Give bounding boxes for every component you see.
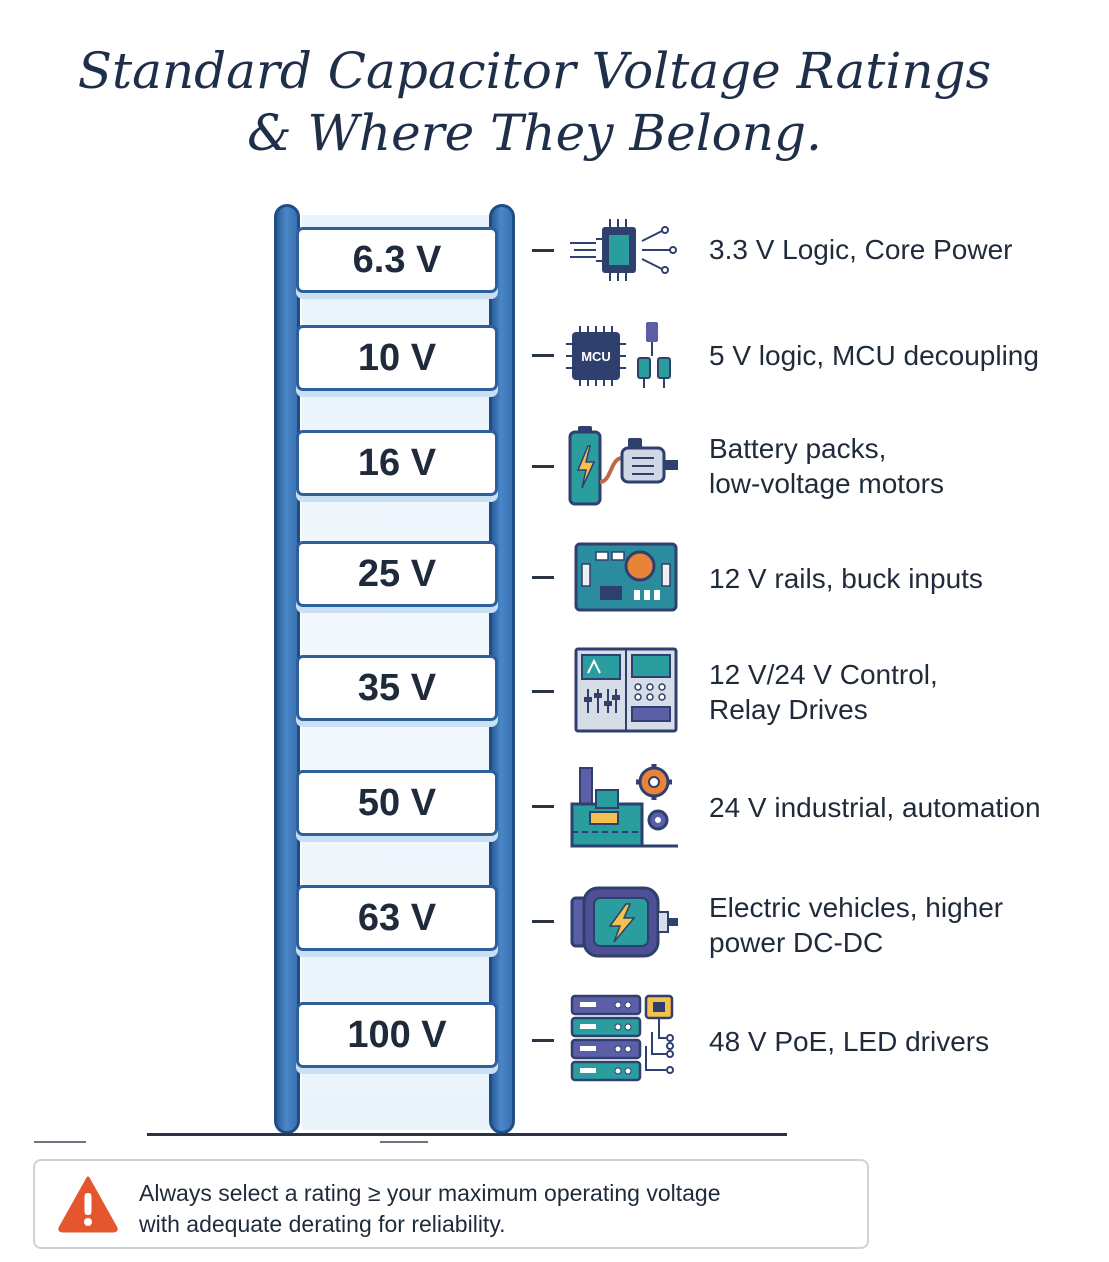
application-desc-6-3v: 3.3 V Logic, Core Power xyxy=(709,234,1013,265)
ground-dash xyxy=(380,1141,428,1143)
rung-10v: 10 V xyxy=(296,325,498,391)
microchip-icon xyxy=(570,219,677,281)
application-desc-100v: 48 V PoE, LED drivers xyxy=(709,1026,990,1057)
rung-6-3v: 6.3 V xyxy=(296,227,498,293)
svg-text:MCU: MCU xyxy=(581,349,611,364)
circuit-board-icon xyxy=(574,542,678,612)
diagram-title: Standard Capacitor Voltage Ratings & Whe… xyxy=(0,40,1069,164)
factory-gears-icon xyxy=(570,764,678,848)
application-desc-35v: 12 V/24 V Control, Relay Drives xyxy=(709,659,938,725)
application-desc-10v: 5 V logic, MCU decoupling xyxy=(709,340,1039,371)
rung-63v: 63 V xyxy=(296,885,498,951)
derating-notice: Always select a rating ≥ your maximum op… xyxy=(33,1159,869,1249)
ground-dash xyxy=(34,1141,86,1143)
mcu-board-icon: MCU xyxy=(566,322,671,388)
ev-motor-icon xyxy=(570,886,678,958)
battery-motor-icon xyxy=(568,426,678,506)
application-desc-63v: Electric vehicles, higher power DC-DC xyxy=(709,892,1004,958)
application-desc-25v: 12 V rails, buck inputs xyxy=(709,563,983,594)
rung-50v: 50 V xyxy=(296,770,498,836)
rung-35v: 35 V xyxy=(296,655,498,721)
title-line-2: & Where They Belong. xyxy=(247,104,822,162)
connector-tick xyxy=(532,576,554,579)
rung-16v: 16 V xyxy=(296,430,498,496)
connector-tick xyxy=(532,1039,554,1042)
application-desc-50v: 24 V industrial, automation xyxy=(709,792,1041,823)
application-desc-16v: Battery packs, low-voltage motors xyxy=(709,433,944,499)
connector-tick xyxy=(532,805,554,808)
connector-tick xyxy=(532,465,554,468)
connector-tick xyxy=(532,690,554,693)
rung-25v: 25 V xyxy=(296,541,498,607)
notice-text: Always select a rating ≥ your maximum op… xyxy=(139,1178,839,1240)
connector-tick xyxy=(532,920,554,923)
rung-100v: 100 V xyxy=(296,1002,498,1068)
server-rack-icon xyxy=(570,994,674,1082)
notice-line-1: Always select a rating ≥ your maximum op… xyxy=(139,1180,721,1206)
connector-tick xyxy=(532,249,554,252)
warning-icon xyxy=(58,1176,118,1233)
notice-line-2: with adequate derating for reliability. xyxy=(139,1211,506,1237)
title-line-1: Standard Capacitor Voltage Ratings xyxy=(77,42,992,100)
ground-line xyxy=(147,1133,787,1136)
connector-tick xyxy=(532,354,554,357)
control-panel-icon xyxy=(574,647,678,733)
